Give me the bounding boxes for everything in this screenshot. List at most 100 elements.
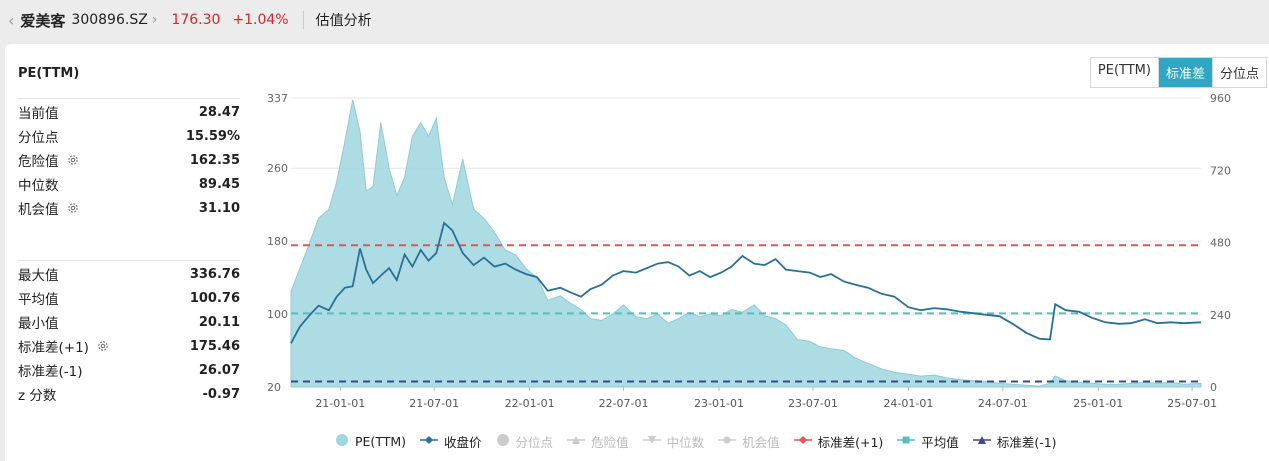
valuation-chart[interactable]: 337 260 180 100 20 960 720 480 240 0 21-01-01 21-07… (5, 44, 1269, 424)
legend-marker-icon (718, 433, 737, 450)
stats-divider-top (18, 98, 240, 99)
stat-row: 当前值 28.47 (18, 100, 240, 124)
x-tick-label: 24-01-01 (883, 397, 933, 410)
legend-marker-icon (897, 433, 916, 450)
legend-item[interactable]: 危险值 (567, 432, 629, 451)
stats-bottom-list: 最大值 336.76 平均值 100.76 最小值 20.11 标准差(+1) 175.46 标… (18, 262, 240, 406)
header-divider (302, 11, 304, 29)
close-price-line (290, 221, 1202, 344)
legend-item[interactable]: 标准差(+1) (793, 432, 883, 451)
stock-name: 爱美客 (20, 11, 66, 30)
y-left-tick-label: 100 (267, 308, 288, 321)
legend-label: 机会值 (742, 435, 780, 450)
stat-label: 最小值 (18, 316, 59, 332)
legend-label: 标准差(-1) (996, 435, 1057, 450)
x-tick-label: 25-07-01 (1167, 397, 1217, 410)
stat-value: 100.76 (189, 290, 240, 306)
stat-label: 标准差(+1) (18, 340, 89, 356)
legend-item[interactable]: 中位数 (642, 432, 705, 451)
stat-label-wrap: 分位点 (18, 126, 59, 146)
x-tick-label: 23-07-01 (788, 397, 838, 410)
x-tick-label: 21-07-01 (409, 397, 459, 410)
stat-value: 175.46 (189, 338, 240, 354)
legend-marker-icon (420, 433, 439, 450)
stat-label: z 分数 (18, 388, 57, 404)
legend-marker-icon (642, 433, 661, 450)
stat-label: 平均值 (18, 292, 59, 308)
y-left-tick-label: 337 (267, 92, 288, 105)
x-tick-label: 21-01-01 (315, 397, 365, 410)
stat-value: 15.59% (185, 128, 240, 144)
legend-item[interactable]: 分位点 (496, 432, 553, 451)
legend-item[interactable]: 标准差(-1) (972, 432, 1057, 451)
stat-label-wrap: 最大值 (18, 264, 59, 284)
stat-label: 标准差(-1) (18, 364, 83, 380)
legend-label: PE(TTM) (355, 434, 407, 449)
stat-row: 平均值 100.76 (18, 286, 240, 310)
stat-value: 162.35 (189, 152, 240, 168)
legend-item[interactable]: 机会值 (718, 432, 780, 451)
legend-marker-icon (972, 433, 991, 450)
legend-label: 收盘价 (444, 435, 482, 450)
metric-button-group: PE(TTM) 标准差 分位点 (1089, 57, 1267, 88)
stat-label: 最大值 (18, 268, 59, 284)
std-dev-button[interactable]: 标准差 (1157, 58, 1212, 87)
stat-row: z 分数 -0.97 (18, 382, 240, 406)
stat-label: 机会值 (18, 202, 59, 218)
stat-row: 危险值 162.35 (18, 148, 240, 172)
legend-label: 平均值 (921, 435, 959, 450)
x-tick-label: 24-07-01 (978, 397, 1028, 410)
stat-value: 28.47 (198, 104, 240, 120)
stat-value: 20.11 (198, 314, 240, 330)
gear-icon[interactable] (67, 154, 79, 166)
stat-row: 机会值 31.10 (18, 196, 240, 220)
stat-row: 最小值 20.11 (18, 310, 240, 334)
stat-value: 31.10 (198, 200, 240, 216)
stat-label: 危险值 (18, 154, 59, 170)
stat-value: -0.97 (202, 386, 240, 402)
y-right-tick-label: 720 (1210, 164, 1231, 177)
stock-change: +1.04% (232, 12, 289, 28)
pe-ttm-button[interactable]: PE(TTM) (1090, 58, 1158, 87)
stat-row: 最大值 336.76 (18, 262, 240, 286)
x-tick-label: 23-01-01 (694, 397, 744, 410)
stat-label-wrap: 中位数 (18, 174, 59, 194)
header-bar: ‹ 爱美客 300896.SZ › 176.30 +1.04% 估值分析 (0, 0, 1269, 40)
legend-marker-icon (335, 433, 349, 450)
y-right-tick-label: 960 (1210, 92, 1231, 105)
x-tick-label: 25-01-01 (1073, 397, 1123, 410)
gear-icon[interactable] (67, 202, 79, 214)
stat-row: 标准差(+1) 175.46 (18, 334, 240, 358)
stock-price: 176.30 (171, 12, 221, 28)
stat-label-wrap: 标准差(-1) (18, 360, 83, 380)
chevron-right-icon[interactable]: › (151, 12, 158, 28)
percentile-button[interactable]: 分位点 (1211, 58, 1266, 87)
stat-label-wrap: 当前值 (18, 102, 59, 122)
legend-item[interactable]: 收盘价 (420, 432, 482, 451)
stat-label-wrap: 最小值 (18, 312, 59, 332)
y-left-tick-label: 20 (267, 381, 281, 394)
legend-item[interactable]: PE(TTM) (335, 433, 406, 450)
pe-ttm-area (290, 99, 1202, 388)
chevron-left-icon[interactable]: ‹ (8, 10, 15, 30)
x-tick-label: 22-07-01 (599, 397, 649, 410)
panel-title: PE(TTM) (18, 66, 80, 81)
stat-label-wrap: 标准差(+1) (18, 336, 109, 356)
stat-value: 89.45 (198, 176, 240, 192)
y-right-tick-label: 0 (1210, 381, 1217, 394)
legend-marker-icon (793, 433, 812, 450)
stat-label: 分位点 (18, 130, 59, 146)
stats-top-list: 当前值 28.47 分位点 15.59% 危险值 162.35 中位数 89.45 机会值 31.… (18, 100, 240, 220)
legend-label: 危险值 (591, 435, 629, 450)
stat-value: 336.76 (189, 266, 240, 282)
stat-row: 分位点 15.59% (18, 124, 240, 148)
legend-item[interactable]: 平均值 (897, 432, 959, 451)
y-right-tick-label: 240 (1210, 309, 1231, 322)
stats-divider-middle (18, 260, 240, 261)
stock-code: 300896.SZ (71, 12, 148, 28)
x-tick-label: 22-01-01 (505, 397, 555, 410)
gear-icon[interactable] (97, 340, 109, 352)
legend-label: 中位数 (666, 435, 705, 450)
tab-valuation-analysis[interactable]: 估值分析 (315, 13, 372, 29)
stat-label: 当前值 (18, 106, 59, 122)
